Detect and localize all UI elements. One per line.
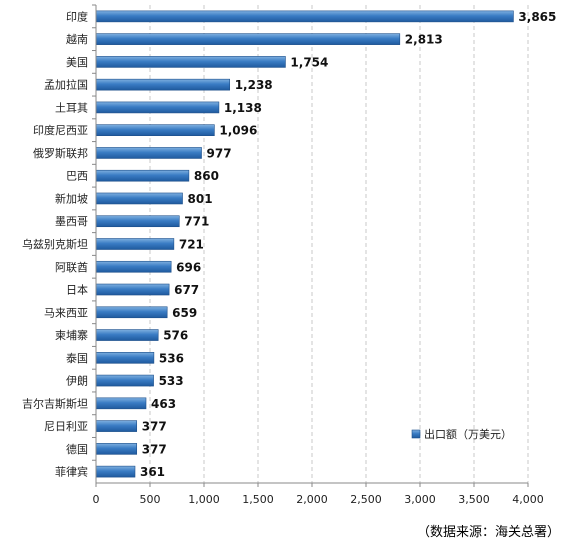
bar-value-label: 1,138 [224,101,262,115]
bar [95,101,220,114]
x-tick-label: 2,500 [350,493,382,506]
category-label: 吉尔吉斯斯坦 [22,396,88,410]
category-label: 越南 [66,32,88,46]
x-tick-label: 1,500 [242,493,274,506]
bar-value-label: 801 [188,192,213,206]
category-label: 柬埔寨 [55,328,88,342]
category-label: 伊朗 [66,375,88,388]
category-label: 俄罗斯联邦 [33,147,88,160]
bar-value-label: 1,754 [290,55,328,69]
bar [95,33,401,45]
bar-value-label: 377 [142,420,167,434]
bar [95,169,190,182]
category-label: 新加坡 [55,191,88,205]
x-tick-label: 3,500 [458,493,490,506]
bar [95,260,172,273]
category-label: 阿联酋 [55,260,88,274]
legend: 出口额（万美元） [411,427,512,441]
category-label: 马来西亚 [44,306,88,319]
category-label: 尼日利亚 [44,420,88,433]
bar [95,352,155,364]
bar-value-label: 721 [179,238,204,252]
legend-label: 出口额（万美元） [424,427,512,441]
category-label: 德国 [66,442,88,456]
bar-value-label: 361 [140,465,165,479]
bar [95,374,154,387]
bar-value-label: 659 [172,306,197,320]
x-tick-label: 1,000 [188,493,220,506]
bar [95,306,168,319]
category-label: 印度 [66,9,88,23]
category-label: 印度尼西亚 [33,123,88,137]
category-label: 土耳其 [55,101,88,114]
bar-value-label: 2,813 [405,33,443,47]
category-label: 泰国 [66,351,88,365]
bar [95,420,138,432]
category-label: 菲律宾 [55,465,88,479]
category-label: 美国 [66,56,88,69]
category-label: 巴西 [66,170,88,183]
grid-lines [149,5,529,483]
bar [95,238,175,250]
bar [95,215,180,228]
legend-swatch [411,429,421,439]
bar-value-label: 1,238 [235,78,273,92]
x-tick-label: 3,000 [404,493,436,506]
bar-value-label: 771 [184,215,209,229]
bar [95,56,286,68]
bar-value-label: 696 [176,260,201,274]
bar-value-label: 677 [174,283,199,297]
x-axis: 0 500 1,000 1,500 2,000 2,500 3,000 3,500 4,000 [92,4,544,506]
category-label: 孟加拉国 [44,78,88,92]
bar [95,397,147,410]
bar [95,329,159,341]
bar-value-label: 533 [159,374,184,388]
category-label: 墨西哥 [55,215,88,228]
bar-value-label: 860 [194,169,219,183]
bar [95,192,183,205]
x-tick-label: 0 [93,493,100,506]
bar [95,124,215,136]
bar [95,283,170,296]
bar-value-label: 1,096 [219,124,257,138]
bar-value-label: 377 [142,442,167,456]
source-note: （数据来源：海关总署） [416,525,560,540]
bar-value-label: 536 [159,351,184,365]
bar [95,147,202,159]
bar-value-label: 463 [151,397,176,411]
bars: 印度 3,865 越南 2,813 美国 1,754 孟加拉国 1,238 土耳其 1,138 印度… [22,9,556,479]
bar-value-label: 576 [163,329,188,343]
bar-value-label: 3,865 [518,10,556,24]
x-tick-label: 500 [140,493,161,506]
bar [95,10,514,23]
x-tick-label: 2,000 [296,493,328,506]
category-label: 日本 [66,283,88,297]
category-label: 乌兹别克斯坦 [22,237,88,251]
x-tick-label: 4,000 [512,493,544,506]
bar-value-label: 977 [207,146,232,160]
bar [95,443,138,455]
bar [95,78,231,91]
bar [95,465,136,478]
